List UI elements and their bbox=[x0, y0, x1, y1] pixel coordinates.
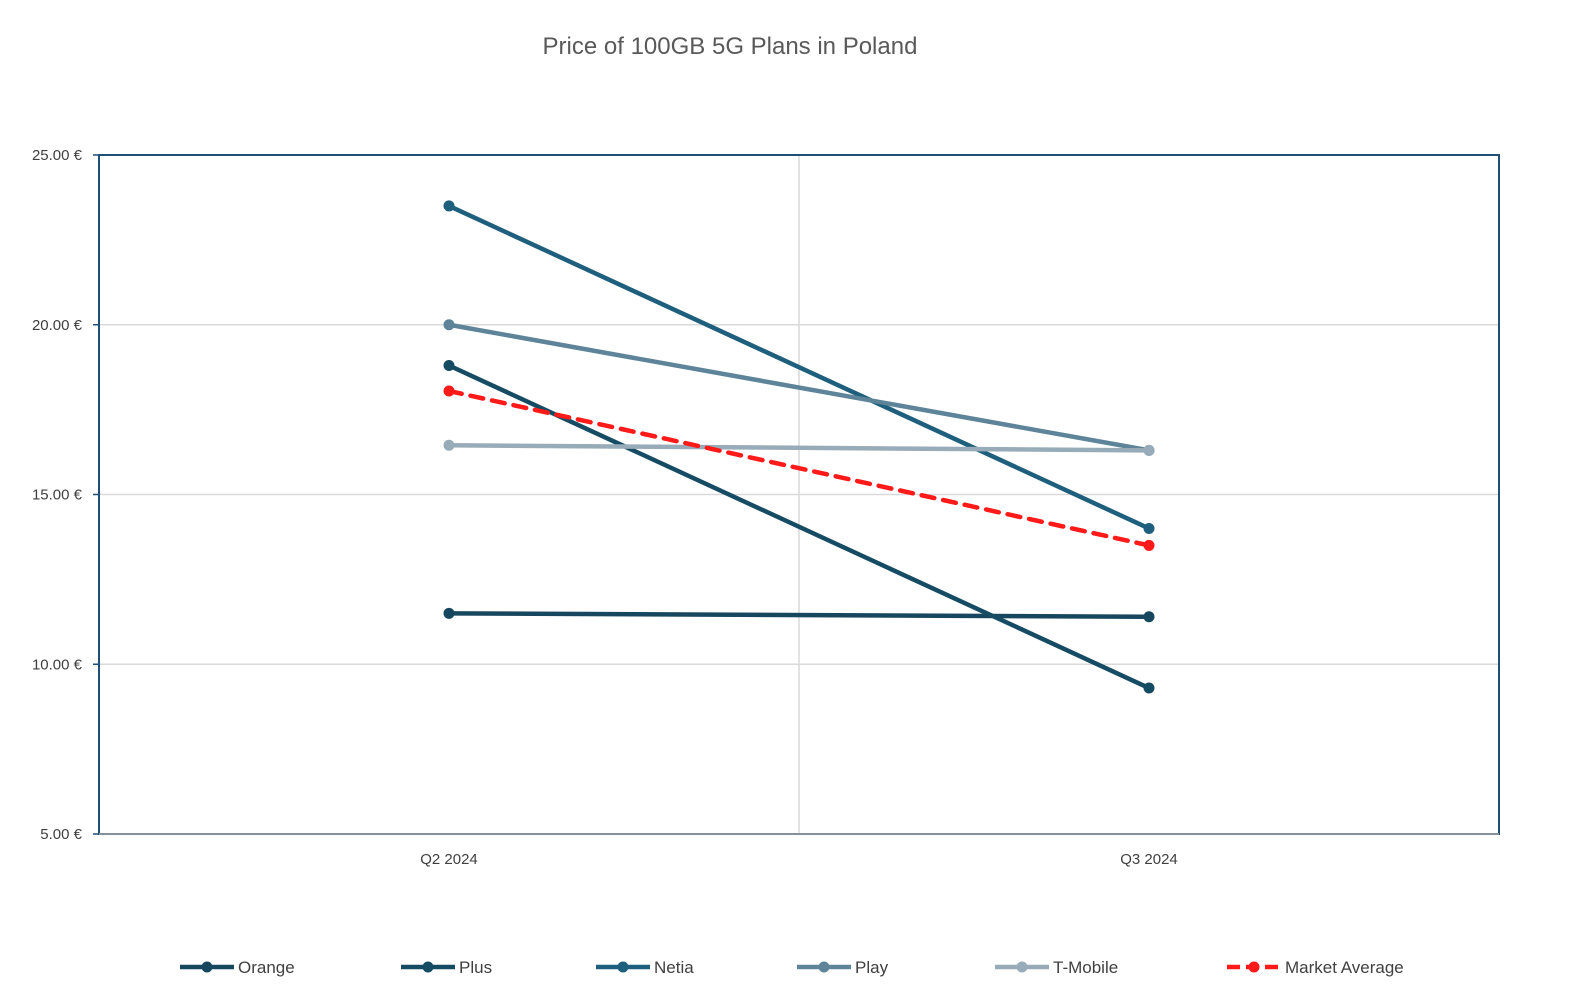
axes bbox=[93, 154, 1500, 835]
y-tick-label: 20.00 € bbox=[32, 317, 83, 334]
legend-marker bbox=[1016, 961, 1028, 973]
legend-marker bbox=[617, 961, 629, 973]
legend-label: T-Mobile bbox=[1053, 958, 1118, 977]
y-tick-label: 25.00 € bbox=[32, 147, 83, 164]
data-point bbox=[1143, 444, 1155, 456]
data-point bbox=[1143, 682, 1155, 694]
legend-label: Orange bbox=[238, 958, 295, 977]
series-line bbox=[446, 203, 1152, 531]
series-line bbox=[446, 388, 1152, 548]
data-point bbox=[443, 200, 455, 212]
gridlines bbox=[99, 155, 1499, 834]
data-point bbox=[443, 439, 455, 451]
legend-marker bbox=[422, 961, 434, 973]
series-line bbox=[446, 363, 1152, 691]
legend-marker bbox=[818, 961, 830, 973]
legend-label: Plus bbox=[459, 958, 492, 977]
data-point bbox=[1143, 522, 1155, 534]
tick-labels: 5.00 € 10.00 € 15.00 € 20.00 € 25.00 € Q2 202… bbox=[32, 147, 1178, 868]
series-line bbox=[446, 322, 1152, 453]
data-point bbox=[1143, 539, 1155, 551]
series-line bbox=[446, 443, 1152, 453]
data-point bbox=[443, 359, 455, 371]
x-tick-label: Q3 2024 bbox=[1120, 851, 1178, 868]
legend-marker bbox=[1248, 961, 1260, 973]
data-point bbox=[443, 385, 455, 397]
x-tick-label: Q2 2024 bbox=[420, 851, 478, 868]
data-point bbox=[1143, 611, 1155, 623]
chart-title: Price of 100GB 5G Plans in Poland bbox=[543, 33, 918, 60]
legend-label: Netia bbox=[654, 958, 694, 977]
legend: Orange Plus Netia Play T-Mobile Market Averag… bbox=[180, 958, 1404, 977]
legend-marker bbox=[201, 961, 213, 973]
data-point bbox=[443, 607, 455, 619]
y-tick-label: 15.00 € bbox=[32, 487, 83, 504]
data-point bbox=[443, 319, 455, 331]
y-tick-label: 10.00 € bbox=[32, 656, 83, 673]
legend-label: Play bbox=[855, 958, 889, 977]
legend-label: Market Average bbox=[1285, 958, 1404, 977]
series-line bbox=[446, 611, 1152, 619]
series-lines bbox=[443, 200, 1155, 694]
y-tick-label: 5.00 € bbox=[40, 826, 82, 843]
